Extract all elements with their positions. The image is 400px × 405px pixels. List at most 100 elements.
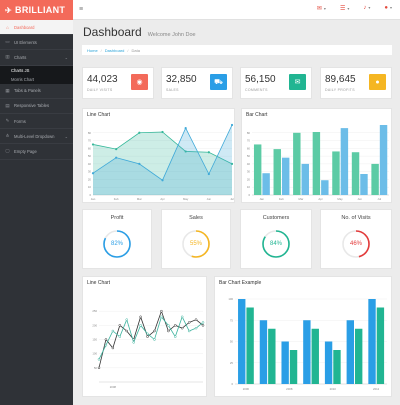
data-point	[167, 324, 170, 327]
bar-chart-example: 0 25 50 75 100 2006 2008 2010 2012	[228, 297, 387, 391]
progress-ring	[103, 230, 131, 258]
data-point	[139, 324, 142, 327]
bar	[273, 149, 281, 195]
progress-title: No. of Visits	[341, 215, 371, 221]
data-point	[132, 341, 135, 344]
page-title: Dashboard	[83, 25, 142, 39]
bar	[268, 328, 276, 384]
stat-card-visits: 44,023 DAILY VISITS ◉	[82, 67, 154, 99]
bar	[376, 307, 385, 384]
y-tick-label: 0	[89, 193, 91, 197]
x-tick-label: May	[337, 197, 343, 201]
bar-chart: 0 10 20 30 40 50 60 70 80 Jan Feb Mar Apr May Jun Jul	[247, 125, 389, 201]
bar	[379, 125, 388, 195]
sidebar-subitem-charts-js[interactable]: Charts JS	[0, 66, 73, 75]
x-tick-label: 2012	[373, 387, 380, 391]
sidebar-item-responsive-tables[interactable]: ▤ Responsive Tables	[0, 99, 73, 114]
sidebar-item-forms[interactable]: ✎ Forms	[0, 114, 73, 130]
progress-value: 55%	[189, 241, 202, 247]
stat-label: DAILY PROFITS	[325, 88, 355, 92]
series-line	[98, 315, 204, 360]
panel-title: Line Chart	[87, 112, 111, 118]
data-point	[115, 156, 118, 159]
bar	[311, 328, 319, 384]
x-tick-label: Apr	[160, 197, 164, 201]
bar	[301, 163, 309, 195]
sidebar-item-label: Empty Page	[14, 148, 37, 154]
data-point	[201, 321, 205, 324]
breadcrumb: Home / Dashboard / Data	[82, 45, 392, 55]
progress-ring-fill	[103, 230, 131, 258]
progress-card-sales: Sales 55%	[161, 209, 231, 269]
data-point	[125, 329, 128, 333]
x-tick-label: Feb	[114, 197, 119, 201]
topbar-icons: ✉ ▾ ☰ ▾ ♪ ▾ ● ▾	[317, 5, 392, 12]
x-tick-label: 2008	[286, 387, 293, 391]
y-tick-label: 250	[92, 309, 97, 313]
data-point	[174, 335, 177, 338]
bar	[262, 173, 270, 195]
user-icon[interactable]: ● ▾	[384, 5, 392, 11]
data-point	[91, 172, 95, 175]
x-tick-label: 2006	[243, 387, 250, 391]
edit-icon: ✎	[5, 118, 10, 124]
series-area	[93, 132, 232, 195]
data-point	[161, 179, 164, 182]
x-tick-label: Apr	[318, 197, 322, 201]
x-tick-label: Jul	[230, 197, 234, 201]
eye-icon: ◉	[131, 74, 148, 90]
cart-icon: ⛟	[210, 74, 227, 90]
y-tick-label: 60	[247, 146, 251, 150]
y-tick-label: 150	[92, 338, 97, 342]
tasks-icon[interactable]: ☰ ▾	[339, 6, 350, 12]
stat-label: SALES	[166, 88, 179, 92]
menu-toggle-icon[interactable]: ≡	[79, 6, 84, 13]
x-tick-label: Mar	[299, 197, 304, 201]
plane-icon: ✈	[5, 5, 13, 15]
bar	[253, 144, 262, 195]
chart-icon: ▥	[5, 54, 10, 60]
progress-card-visits: No. of Visits 46%	[320, 209, 392, 269]
bell-icon[interactable]: ♪ ▾	[363, 5, 371, 11]
bar	[333, 350, 341, 384]
data-point	[111, 346, 115, 350]
progress-ring-fill	[182, 230, 210, 258]
sidebar-item-tabs-panels[interactable]: ▦ Tabs & Panels	[0, 84, 73, 99]
bar	[351, 152, 360, 195]
sidebar-item-dashboard[interactable]: ⌂ Dashboard	[0, 20, 73, 36]
envelope-icon[interactable]: ✉ ▾	[316, 6, 326, 12]
sidebar-item-charts[interactable]: ▥ Charts ⌄	[0, 50, 73, 66]
home-icon: ⌂	[6, 24, 9, 30]
stat-value: 32,850	[166, 74, 197, 85]
bar	[293, 132, 301, 195]
bar	[368, 299, 376, 384]
x-tick-label: May	[183, 197, 189, 201]
sidebar-item-empty-page[interactable]: ▢ Empty Page	[0, 144, 73, 160]
stat-card-profits: 89,645 DAILY PROFITS ●	[320, 67, 392, 99]
y-tick-label: 80	[88, 131, 92, 135]
data-point	[115, 148, 118, 151]
data-point	[174, 324, 177, 327]
tabs-icon: ▦	[5, 87, 10, 93]
bar	[340, 128, 349, 195]
brand-logo[interactable]: ✈ BRILLIANT	[0, 0, 73, 20]
stat-value: 56,150	[245, 74, 276, 85]
y-tick-label: 40	[247, 162, 251, 166]
area-chart: 0 10 20 30 40 50 60 70 80 Jan Feb Mar Apr May Jun Jul	[88, 123, 234, 201]
y-tick-label: 0	[248, 193, 250, 197]
progress-title: Sales	[189, 215, 203, 221]
data-point	[118, 335, 122, 338]
sidebar-subitem-morris-chart[interactable]: Morris Chart	[0, 75, 73, 84]
data-point	[104, 343, 108, 347]
sidebar-item-ui-elements[interactable]: ▭ UI Elements	[0, 35, 73, 51]
x-tick-label: Jul	[377, 197, 381, 201]
sidebar-item-label: Charts	[14, 54, 27, 60]
breadcrumb-home[interactable]: Home	[87, 47, 98, 53]
file-icon: ▢	[5, 148, 10, 154]
sidebar-item-multi-level-dropdown[interactable]: ⋔ Multi-Level Dropdown ⌄	[0, 129, 73, 145]
y-tick-label: 10	[247, 185, 251, 189]
x-tick-label: 2008	[110, 385, 117, 389]
y-tick-label: 100	[228, 297, 233, 301]
x-tick-label: Jan	[91, 197, 96, 201]
breadcrumb-dashboard[interactable]: Dashboard	[104, 47, 125, 53]
